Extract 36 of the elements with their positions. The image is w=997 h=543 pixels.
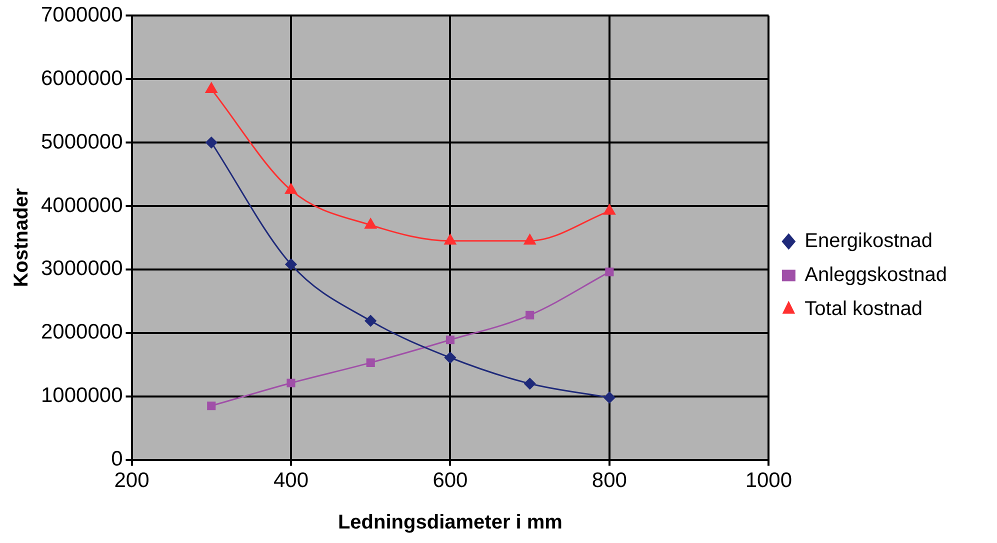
x-tick-label: 1000 [745, 469, 792, 492]
point [524, 378, 536, 390]
y-tick-label: 2000000 [40, 320, 123, 344]
legend-label: Total kostnad [804, 298, 923, 320]
y-tick-label: 5000000 [40, 130, 123, 154]
legend-label: Anleggskostnad [804, 264, 948, 286]
point [524, 234, 536, 245]
point [605, 268, 614, 276]
point [286, 378, 296, 388]
point [285, 183, 297, 194]
point [206, 136, 218, 148]
point [207, 402, 216, 410]
x-tick-label: 600 [432, 469, 468, 492]
y-tick-label: 7000000 [40, 3, 123, 26]
point [604, 392, 616, 404]
point [444, 234, 456, 245]
point [526, 310, 534, 320]
point [364, 315, 376, 327]
point [285, 258, 297, 270]
legend-label: Energikostnad [804, 230, 933, 252]
y-tick-label: 4000000 [40, 194, 123, 217]
y-axis-title: Kostnader [10, 188, 33, 288]
y-tick-label: 3000000 [40, 257, 123, 280]
point [366, 358, 375, 367]
point [364, 218, 377, 229]
y-tick-label: 0 [111, 448, 123, 471]
x-tick-label: 400 [273, 469, 309, 492]
point [446, 336, 454, 344]
point [604, 204, 616, 215]
y-tick-label: 1000000 [40, 384, 123, 408]
x-tick-label: 800 [592, 469, 627, 492]
y-tick-label: 6000000 [40, 66, 123, 90]
x-tick-label: 200 [114, 469, 150, 492]
point [205, 82, 218, 93]
x-axis-title: Ledningsdiameter i mm [338, 512, 562, 534]
point [444, 352, 456, 364]
